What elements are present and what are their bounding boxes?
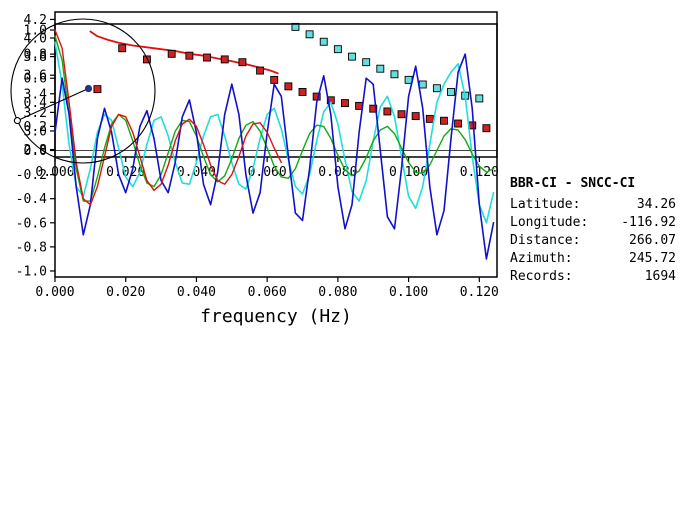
squares-red-marker [203, 53, 211, 62]
center-station-dot [84, 84, 93, 93]
info-row-longitude: Longitude: -116.92 [510, 214, 676, 232]
squares-cyan-marker [447, 87, 455, 96]
info-row-distance: Distance: 266.07 [510, 232, 676, 250]
squares-cyan-marker [376, 64, 385, 73]
smooth-curve-red [89, 30, 279, 75]
squares-cyan-marker [432, 84, 441, 93]
y-tick-label: 1.0 [24, 24, 47, 39]
squares-red-marker [118, 44, 127, 53]
y-tick-label: 0.2 [24, 120, 47, 135]
station-azimuth-map [10, 18, 156, 164]
squares-cyan-marker [305, 30, 314, 39]
y-tick-label: 0.8 [24, 48, 47, 63]
squares-cyan-marker [475, 94, 484, 103]
x-tick-label: 0.120 [460, 165, 499, 180]
y-tick-label: 0.4 [24, 96, 48, 111]
azimuth-value: 245.72 [629, 251, 676, 266]
remote-station-marker [13, 117, 21, 125]
squares-red-marker [369, 104, 378, 113]
x-tick-label: 0.000 [35, 285, 74, 300]
x-tick-label: 0.100 [389, 165, 428, 180]
latitude-label: Latitude: [510, 197, 581, 212]
records-label: Records: [510, 269, 573, 284]
x-tick-label: 0.040 [177, 165, 216, 180]
y-tick-label: -0.2 [16, 168, 47, 183]
longitude-value: -116.92 [621, 215, 676, 230]
y-tick-label: 4.2 [24, 13, 47, 28]
waveform-blue [54, 53, 495, 260]
squares-red-marker [238, 58, 247, 67]
info-row-azimuth: Azimuth: 245.72 [510, 250, 676, 268]
info-row-latitude: Latitude: 34.26 [510, 196, 676, 214]
squares-red-marker [142, 55, 151, 64]
azimuth-label: Azimuth: [510, 251, 573, 266]
x-axis-title: frequency (Hz) [200, 306, 352, 327]
squares-cyan-marker [333, 45, 342, 54]
squares-red-marker [256, 66, 265, 75]
x-tick-label: 0.060 [248, 285, 287, 300]
map-outline-circle [10, 18, 156, 164]
records-value: 1694 [644, 269, 676, 284]
y-tick-label: -0.6 [16, 216, 47, 231]
squares-red-marker [298, 87, 307, 96]
squares-red-marker [185, 51, 194, 60]
squares-red-marker [454, 119, 463, 128]
cross-spectra-chart: 0.000 0.020 0.040 0.060 0.080 0.100 0.120 -1.0 -… [16, 23, 499, 327]
x-tick-label: 0.120 [460, 285, 499, 300]
y-tick-label: 3.8 [24, 50, 47, 65]
latitude-value: 34.26 [636, 197, 676, 212]
waveform-red [54, 29, 282, 206]
squares-cyan-marker [362, 58, 371, 67]
station-pair-label: BBR-CI - SNCC-CI [510, 176, 636, 191]
station-info-panel: BBR-CI - SNCC-CI Latitude: 34.26 Longitu… [510, 176, 676, 286]
x-tick-label: 0.020 [106, 165, 145, 180]
y-tick-label: -1.0 [16, 264, 47, 279]
x-tick-label: 0.020 [106, 285, 145, 300]
squares-red-marker [284, 82, 293, 91]
y-tick-label: 3.0 [24, 124, 47, 139]
waveform-green [54, 35, 495, 202]
squares-red-marker [93, 85, 102, 94]
squares-red-marker [482, 124, 491, 133]
squares-red-marker [220, 55, 229, 64]
longitude-label: Longitude: [510, 215, 589, 230]
info-row-records: Records: 1694 [510, 268, 676, 286]
squares-red-marker [440, 116, 448, 125]
y-tick-label: 0.0 [24, 144, 47, 159]
y-tick-label: 2.8 [24, 143, 47, 158]
squares-cyan-marker [348, 52, 356, 61]
squares-red-marker [270, 75, 279, 84]
y-tick-label: 3.6 [24, 69, 47, 84]
distance-label: Distance: [510, 233, 581, 248]
x-tick-label: 0.100 [389, 285, 428, 300]
squares-red-marker [383, 107, 392, 116]
squares-cyan-marker [319, 37, 328, 46]
squares-red-marker [397, 110, 406, 119]
squares-red-marker [411, 112, 420, 121]
squares-red-marker [167, 49, 176, 58]
x-tick-label: 0.060 [248, 165, 287, 180]
azimuth-line [17, 88, 89, 122]
y-tick-label: -0.8 [16, 240, 47, 255]
waveform-cyan [54, 41, 495, 224]
x-tick-label: 0.040 [177, 285, 216, 300]
y-tick-label: 3.4 [24, 87, 48, 102]
y-tick-label: -0.4 [16, 192, 47, 207]
squares-cyan-marker [390, 70, 399, 79]
y-tick-label: 0.6 [24, 72, 47, 87]
squares-red-marker [341, 99, 349, 108]
x-tick-label: 0.080 [318, 285, 357, 300]
distance-value: 266.07 [629, 233, 676, 248]
